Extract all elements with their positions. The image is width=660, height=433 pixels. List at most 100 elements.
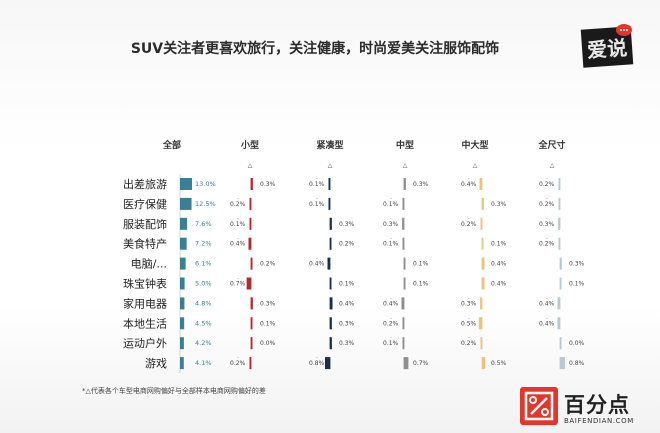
bar <box>251 337 253 350</box>
bar <box>482 277 485 290</box>
bar <box>480 297 482 310</box>
data-label: 0.4% <box>230 241 246 248</box>
data-label: 0.1% <box>260 320 276 327</box>
data-label: 0.2% <box>383 320 399 327</box>
data-label: 0.1% <box>383 340 399 347</box>
data-label: 0.7% <box>413 360 429 367</box>
minus-marker: - <box>237 196 239 202</box>
minus-marker: - <box>316 176 318 182</box>
bar <box>402 237 404 250</box>
column-header: 全部 <box>162 139 181 151</box>
percent-icon <box>520 387 558 425</box>
category-label: 运动户外 <box>123 336 167 350</box>
bar <box>246 277 251 290</box>
data-label: 0.2% <box>539 201 555 208</box>
minus-marker: - <box>390 335 392 341</box>
bar <box>180 317 185 330</box>
minus-marker: - <box>546 176 548 182</box>
bar <box>251 257 253 270</box>
bar <box>560 277 562 290</box>
bar <box>325 357 330 370</box>
bar <box>330 277 332 290</box>
minus-marker: - <box>546 295 548 301</box>
brand-url: BAIFENDIAN.COM <box>564 417 634 425</box>
data-label: 0.2% <box>539 241 555 248</box>
minus-marker: - <box>237 236 239 242</box>
data-label: 0.3% <box>491 201 507 208</box>
data-label: 0.1% <box>413 261 429 268</box>
data-label: 0.2% <box>230 201 246 208</box>
minus-marker: - <box>316 196 318 202</box>
data-label: 0.5% <box>491 360 507 367</box>
bar <box>180 178 192 190</box>
bar <box>249 357 251 370</box>
bar <box>404 277 406 290</box>
page-title: SUV关注者更喜欢旅行，关注健康，时尚爱美关注服饰配饰 <box>130 41 500 57</box>
data-label: 0.4% <box>539 300 555 307</box>
bar <box>560 357 565 370</box>
bar <box>479 178 482 190</box>
data-label: 4.2% <box>195 339 212 347</box>
delta-marker: △ <box>403 162 408 169</box>
data-label: 0.8% <box>309 360 325 367</box>
delta-marker: △ <box>473 162 478 169</box>
data-label: 0.1% <box>309 181 325 188</box>
data-label: 0.1% <box>230 221 246 228</box>
data-label: 0.3% <box>383 221 399 228</box>
column-header: 全尺寸 <box>537 139 565 151</box>
bar <box>330 217 332 230</box>
data-label: 0.2% <box>461 221 477 228</box>
data-label: 12.5% <box>195 200 216 208</box>
bar <box>249 197 251 210</box>
category-label: 医疗保健 <box>123 197 167 211</box>
data-label: 0.2% <box>339 241 355 248</box>
minus-marker: - <box>316 355 318 361</box>
bar <box>402 317 404 330</box>
column-header: 小型 <box>240 139 259 151</box>
data-label: 0.5% <box>461 320 477 327</box>
bar <box>330 317 332 330</box>
data-label: 4.8% <box>195 299 212 307</box>
data-label: 0.1% <box>309 201 325 208</box>
minus-marker: - <box>468 295 470 301</box>
bar <box>402 337 404 350</box>
data-label: 0.3% <box>260 300 276 307</box>
category-label: 家用电器 <box>123 296 167 310</box>
minus-marker: - <box>390 216 392 222</box>
bar <box>480 337 482 350</box>
minus-marker: - <box>390 315 392 321</box>
data-label: 0.2% <box>539 181 555 188</box>
bar <box>404 357 409 370</box>
minus-marker: - <box>546 315 548 321</box>
delta-marker: △ <box>550 162 555 169</box>
data-label: 0.3% <box>339 221 355 228</box>
bar <box>327 257 330 270</box>
minus-marker: - <box>390 196 392 202</box>
bar <box>478 317 482 330</box>
data-label: 0.3% <box>569 261 585 268</box>
data-label: 4.5% <box>195 319 212 327</box>
data-label: 0.3% <box>260 181 276 188</box>
delta-marker: △ <box>248 162 253 169</box>
data-label: 0.2% <box>461 340 477 347</box>
bar <box>328 197 330 210</box>
minus-marker: - <box>546 196 548 202</box>
data-label: 0.1% <box>383 201 399 208</box>
category-label: 服装配饰 <box>123 217 167 231</box>
column-header: 中大型 <box>461 139 488 151</box>
bar <box>180 337 184 350</box>
bar <box>180 257 186 270</box>
data-label: 0.4% <box>309 261 325 268</box>
data-label: 13.0% <box>195 180 216 188</box>
data-label: 7.2% <box>195 240 212 248</box>
data-label: 0.1% <box>569 281 585 288</box>
footnote: *△代表各个车型电商网购偏好与全部样本电商网购偏好的差 <box>82 387 266 395</box>
bar <box>401 297 404 310</box>
data-label: 0.4% <box>491 261 507 268</box>
category-label: 电脑/... <box>131 258 167 271</box>
logo-text: 爱说 <box>586 36 628 63</box>
bar <box>558 197 560 210</box>
bar <box>482 357 486 370</box>
bar <box>560 337 562 350</box>
